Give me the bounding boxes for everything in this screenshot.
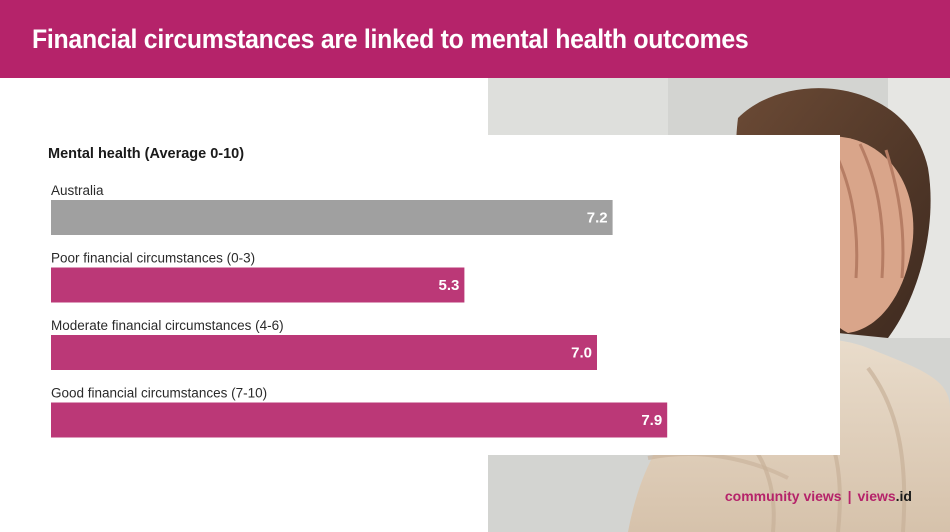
bar (51, 267, 465, 303)
footer-separator: | (847, 488, 852, 504)
footer-branding: community views | views.id (725, 488, 912, 504)
category-label: Poor financial circumstances (0-3) (51, 251, 255, 266)
bar (51, 200, 613, 235)
brand-name: community views (724, 488, 842, 504)
white-panel-top (0, 78, 488, 135)
data-label: 5.3 (439, 277, 460, 294)
data-label: 7.9 (641, 412, 662, 429)
site-tld: .id (895, 488, 912, 504)
header-bar: Financial circumstances are linked to me… (0, 0, 950, 78)
data-label: 7.0 (571, 345, 592, 362)
white-panel-bottom (0, 455, 488, 532)
data-label: 7.2 (587, 210, 608, 227)
category-label: Good financial circumstances (7-10) (51, 386, 267, 401)
bar (51, 335, 597, 370)
bar (51, 402, 668, 438)
page-title: Financial circumstances are linked to me… (32, 24, 749, 54)
category-label: Moderate financial circumstances (4-6) (51, 318, 284, 333)
site-name: views (857, 488, 896, 504)
chart-title: Mental health (Average 0-10) (48, 146, 245, 162)
category-label: Australia (51, 183, 104, 198)
